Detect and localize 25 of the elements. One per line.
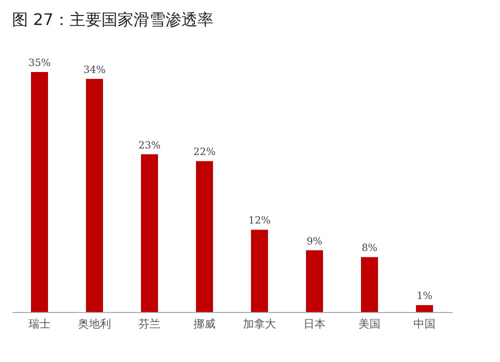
data-label: 22% — [193, 147, 216, 158]
bar — [361, 257, 378, 312]
data-label: 8% — [362, 243, 378, 254]
x-tick-label: 美国 — [358, 318, 380, 330]
x-tick-label: 奥地利 — [78, 318, 111, 330]
bar — [251, 230, 268, 312]
x-tick-label: 瑞士 — [28, 318, 50, 330]
x-tick-label: 日本 — [304, 318, 326, 330]
data-label: 12% — [248, 216, 271, 227]
chart-title: 图 27：主要国家滑雪渗透率 — [12, 10, 214, 29]
bar — [416, 305, 433, 312]
bar — [196, 161, 213, 312]
x-tick-label: 加拿大 — [243, 318, 276, 330]
bar — [306, 250, 323, 312]
x-tick-label: 中国 — [414, 318, 436, 330]
data-label: 1% — [416, 291, 432, 302]
bar — [86, 78, 103, 312]
data-label: 9% — [306, 236, 322, 248]
data-label: 34% — [83, 64, 106, 76]
x-tick-label: 挪威 — [194, 318, 216, 330]
bar — [141, 154, 158, 312]
data-label: 23% — [138, 140, 161, 152]
bar — [31, 72, 48, 312]
x-tick-label: 芬兰 — [138, 318, 160, 330]
data-label: 35% — [28, 58, 51, 69]
